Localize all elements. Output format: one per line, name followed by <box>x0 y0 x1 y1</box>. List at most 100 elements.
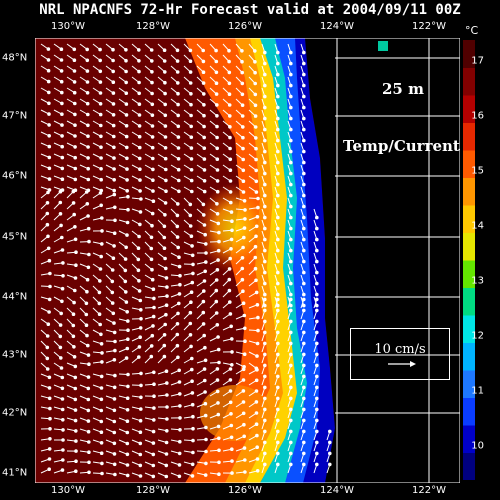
vector-head <box>276 160 280 165</box>
vector-head <box>229 435 234 440</box>
vector-head <box>152 418 156 422</box>
vector-head <box>302 83 306 88</box>
vector-head <box>228 179 233 183</box>
vector-head <box>60 112 64 116</box>
lat-label-43n: 43°N <box>2 349 28 361</box>
vector-head <box>60 155 65 160</box>
vector-head <box>47 123 51 127</box>
lat-label-46n: 46°N <box>2 170 28 182</box>
vector-head <box>151 324 155 328</box>
vector-head <box>139 383 143 388</box>
vector-head <box>73 155 78 160</box>
vector-head <box>86 156 90 160</box>
vector-head <box>139 308 143 312</box>
vector-head <box>46 79 51 84</box>
vector-head <box>149 48 154 52</box>
vector-head <box>138 189 142 193</box>
vector-head <box>73 375 78 380</box>
vector-head <box>242 313 247 318</box>
vector-head <box>289 341 293 346</box>
vector-head <box>137 48 141 52</box>
vector-head <box>87 252 91 257</box>
vector-head <box>58 345 63 350</box>
coastal-band <box>295 38 335 483</box>
vector-head <box>150 277 155 282</box>
vector-head <box>139 371 143 376</box>
vector-head <box>302 248 306 253</box>
vector-head <box>100 360 104 364</box>
lon-label-bottom-128w: 128°W <box>136 485 170 496</box>
vector-head <box>328 440 332 445</box>
vector-head <box>110 301 115 305</box>
vector-head <box>227 103 232 107</box>
vector-head <box>302 462 306 467</box>
vector-head <box>216 248 221 253</box>
vector-head <box>86 429 91 434</box>
vector-head <box>263 292 267 297</box>
colorbar-swatch <box>463 370 475 398</box>
vector-head <box>240 49 244 53</box>
vector-head <box>48 437 52 441</box>
vector-head <box>242 235 246 240</box>
lon-label-bottom-122w: 122°W <box>412 485 446 496</box>
vector-head <box>151 463 156 468</box>
vector-head <box>201 59 206 64</box>
vector-head <box>214 81 219 86</box>
vector-head <box>150 124 155 128</box>
vector-head <box>276 303 280 308</box>
vector-head <box>302 94 306 99</box>
vector-head <box>263 341 267 346</box>
vector-head <box>47 396 52 401</box>
vector-head <box>289 451 293 456</box>
vector-head <box>289 281 293 286</box>
vector-head <box>240 277 245 282</box>
vector-head <box>136 268 141 273</box>
vector-head <box>276 429 280 434</box>
vector-head <box>263 407 267 412</box>
vector-head <box>124 69 128 74</box>
vector-head <box>85 69 90 73</box>
vector-head <box>191 438 195 443</box>
vector-head <box>177 301 181 306</box>
vector-head <box>45 201 50 205</box>
vector-head <box>151 314 156 319</box>
vector-head <box>85 58 90 63</box>
vector-head <box>202 289 206 293</box>
vector-head <box>230 219 234 223</box>
vector-head <box>240 59 244 64</box>
vector-head <box>203 473 208 477</box>
vector-head <box>177 451 182 456</box>
lat-lon-grid <box>335 38 460 483</box>
vector-head <box>162 224 167 229</box>
vector-head <box>112 385 117 390</box>
vector-head <box>87 362 91 367</box>
vector-head <box>302 303 306 308</box>
vector-head <box>149 344 154 348</box>
vector-head <box>289 429 293 434</box>
vector-head <box>302 352 306 357</box>
vector-head <box>163 146 168 150</box>
temperature-unit: °C <box>465 24 479 37</box>
vector-head <box>85 80 90 84</box>
vector-head <box>189 157 194 161</box>
vector-head <box>112 134 116 139</box>
vector-head <box>289 50 293 55</box>
vector-head <box>242 446 247 450</box>
vector-head <box>289 374 293 379</box>
vector-head <box>112 397 117 401</box>
vector-head <box>46 190 50 195</box>
vector-head <box>84 301 89 306</box>
lon-label-top-126w: 126°W <box>228 21 262 32</box>
vector-head <box>112 441 117 446</box>
vector-head <box>289 259 293 264</box>
vector-head <box>177 189 181 194</box>
vector-head <box>48 284 52 289</box>
vector-head <box>254 234 258 239</box>
vector-head <box>229 210 234 214</box>
vector-head <box>177 463 182 467</box>
vector-head <box>100 242 104 246</box>
vector-head <box>276 226 280 231</box>
vector-head <box>263 94 267 99</box>
colorbar-swatch <box>463 232 475 261</box>
vector-head <box>263 248 267 253</box>
